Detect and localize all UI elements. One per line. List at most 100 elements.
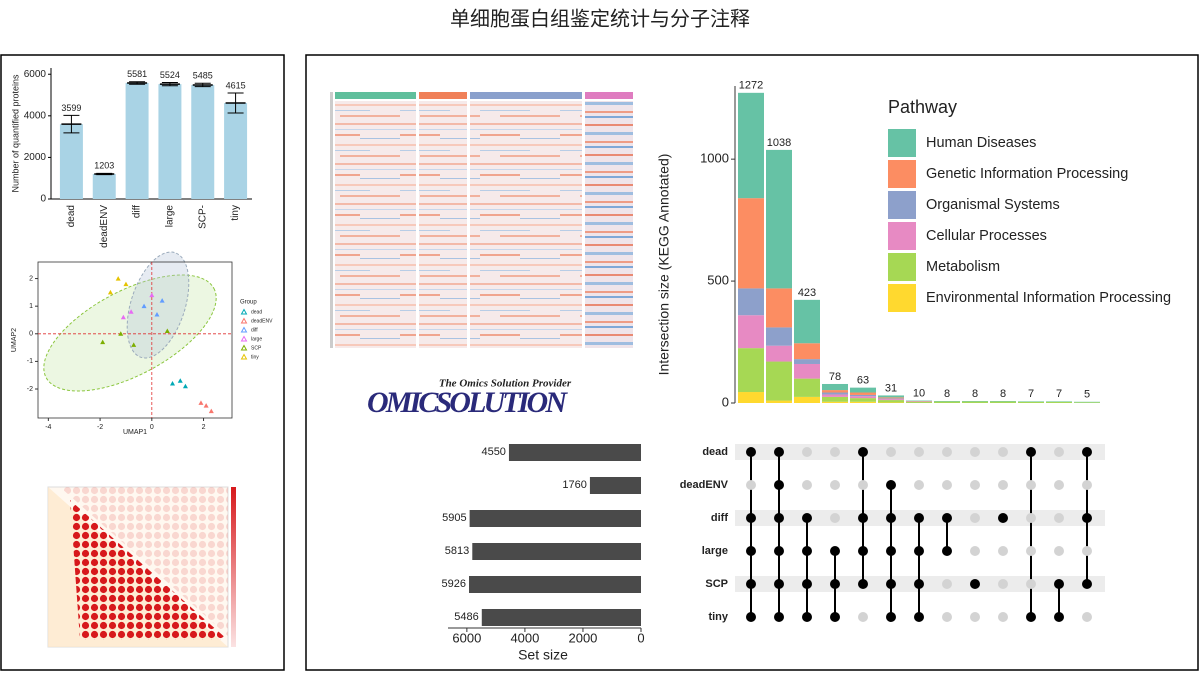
legend-swatch xyxy=(888,253,916,281)
matrix-dot xyxy=(830,447,840,457)
y-tick-label: 4000 xyxy=(24,110,47,121)
x-tick-label: deadENV xyxy=(99,205,110,248)
set-size-label: 4550 xyxy=(481,446,505,458)
legend-label: diff xyxy=(251,327,258,333)
x-tick-label: 0 xyxy=(150,424,154,431)
bar-segment xyxy=(738,315,764,348)
matrix-dot xyxy=(886,612,896,622)
legend-swatch xyxy=(888,160,916,188)
total-label: 1272 xyxy=(739,80,763,92)
point xyxy=(178,378,183,383)
bar-segment xyxy=(794,300,820,343)
matrix-dot xyxy=(914,546,924,556)
y-tick-label: 500 xyxy=(707,273,729,288)
bar-segment xyxy=(766,327,792,345)
bar-segment xyxy=(766,362,792,401)
x-tick-label: tiny xyxy=(230,205,241,221)
set-axis-label: Set size xyxy=(518,647,568,663)
bar-segment xyxy=(794,359,820,364)
matrix-dot xyxy=(858,579,868,589)
bar-segment xyxy=(822,397,848,402)
matrix-dot xyxy=(746,513,756,523)
set-size-label: 5905 xyxy=(442,512,466,524)
matrix-dot xyxy=(914,513,924,523)
bar-segment xyxy=(934,402,960,403)
point xyxy=(108,290,113,295)
set-tick-label: 6000 xyxy=(452,630,481,645)
total-label: 8 xyxy=(1000,388,1006,400)
matrix-dot xyxy=(886,546,896,556)
matrix-dot xyxy=(774,513,784,523)
x-tick-label: diff xyxy=(132,205,143,218)
matrix-dot xyxy=(802,612,812,622)
matrix-dot xyxy=(886,513,896,523)
total-label: 10 xyxy=(913,387,925,399)
bar-segment xyxy=(822,402,848,403)
set-bar xyxy=(590,477,641,494)
matrix-dot xyxy=(746,579,756,589)
matrix-dot xyxy=(1026,513,1036,523)
bar-segment xyxy=(738,198,764,288)
y-tick-label: 1000 xyxy=(700,151,729,166)
matrix-dot xyxy=(1054,513,1064,523)
value-label: 4615 xyxy=(226,80,246,90)
matrix-dot xyxy=(1054,546,1064,556)
bar-segment xyxy=(1018,402,1044,403)
matrix-dot xyxy=(746,612,756,622)
bar xyxy=(60,124,83,199)
y-tick-label: 0 xyxy=(40,194,46,205)
bar xyxy=(191,85,214,199)
bar-segment xyxy=(906,402,932,403)
bar-segment xyxy=(738,93,764,198)
y-tick-label: 6000 xyxy=(24,69,47,80)
matrix-dot xyxy=(998,447,1008,457)
matrix-dot xyxy=(942,612,952,622)
x-tick-label: dead xyxy=(66,205,77,227)
matrix-dot xyxy=(914,480,924,490)
bar xyxy=(158,84,181,199)
matrix-dot xyxy=(998,612,1008,622)
bar-segment xyxy=(850,395,876,396)
bar-segment xyxy=(766,288,792,327)
matrix-dot xyxy=(886,579,896,589)
bar-segment xyxy=(1046,402,1072,403)
matrix-dot xyxy=(998,579,1008,589)
legend-swatch xyxy=(242,346,247,351)
set-tick-label: 0 xyxy=(637,630,644,645)
matrix-dot xyxy=(746,447,756,457)
matrix-dot xyxy=(970,546,980,556)
y-tick-label: 0 xyxy=(29,331,33,338)
total-label: 8 xyxy=(972,388,978,400)
y-tick-label: -2 xyxy=(27,386,33,393)
bar xyxy=(93,174,116,199)
point xyxy=(170,381,175,386)
set-bar xyxy=(469,576,641,593)
legend-swatch xyxy=(888,191,916,219)
set-label: large xyxy=(702,545,728,557)
matrix-dot xyxy=(746,480,756,490)
matrix-dot xyxy=(970,513,980,523)
x-tick-label: -4 xyxy=(45,424,51,431)
matrix-dot xyxy=(1054,579,1064,589)
bar-segment xyxy=(766,150,792,289)
matrix-dot xyxy=(1082,447,1092,457)
bar-segment xyxy=(878,399,904,400)
point xyxy=(204,403,209,408)
matrix-dot xyxy=(886,447,896,457)
legend-swatch xyxy=(888,222,916,250)
matrix-dot xyxy=(1054,480,1064,490)
matrix-dot xyxy=(1082,612,1092,622)
y-tick-label: 1 xyxy=(29,303,33,310)
value-label: 5485 xyxy=(193,71,213,81)
set-size-label: 5486 xyxy=(454,611,478,623)
bar-segment xyxy=(878,395,904,397)
matrix-dot xyxy=(970,579,980,589)
matrix-dot xyxy=(1026,480,1036,490)
bar-segment xyxy=(738,392,764,403)
total-label: 8 xyxy=(944,388,950,400)
legend-label: large xyxy=(251,336,262,342)
legend-label: Environmental Information Processing xyxy=(926,290,1171,306)
matrix-dot xyxy=(1026,612,1036,622)
point xyxy=(123,282,128,287)
